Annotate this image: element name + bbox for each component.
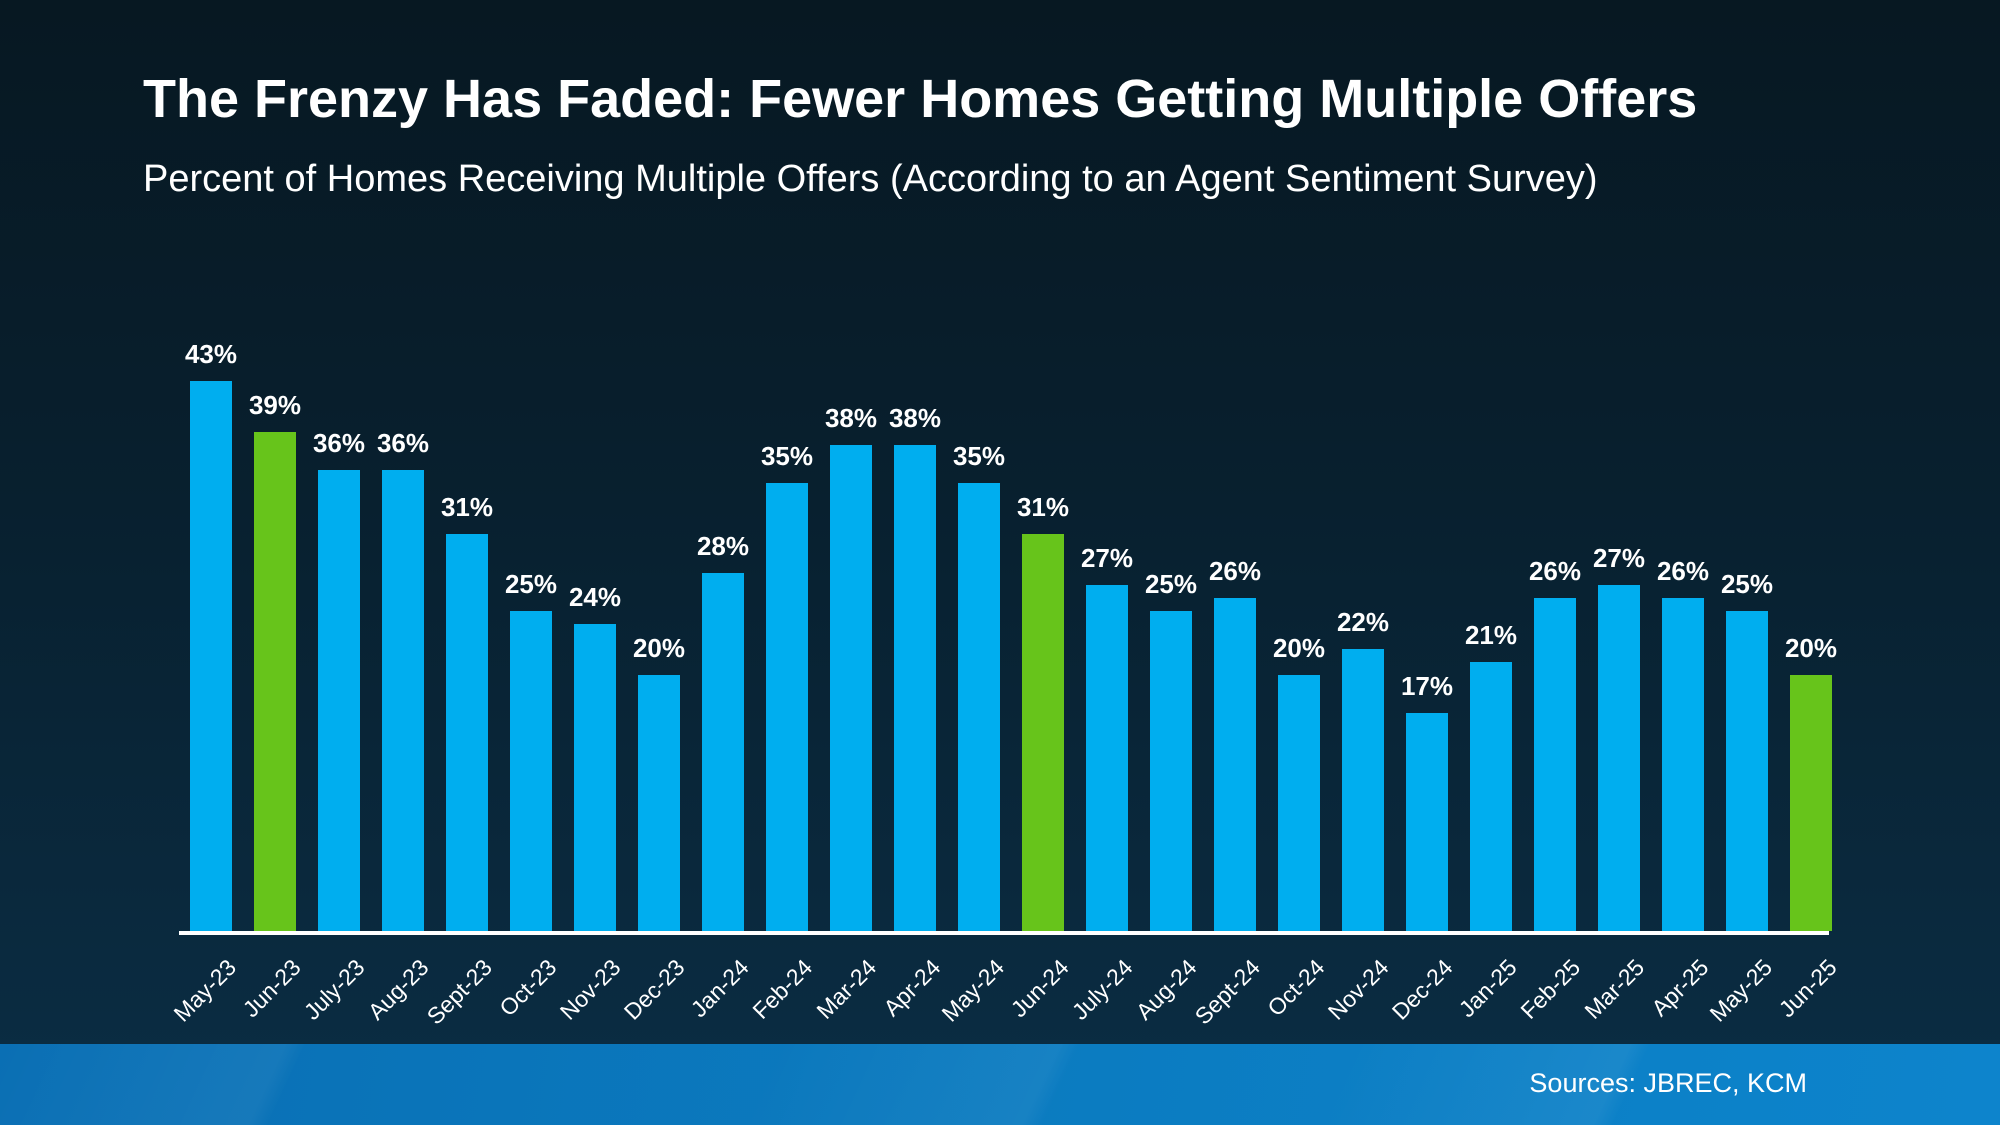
bar-value-label-Apr-25: 26% <box>1656 556 1710 586</box>
bar-value-label-Feb-25: 26% <box>1528 556 1582 586</box>
bar-Nov-23 <box>574 624 616 931</box>
sources-label: Sources: JBREC, KCM <box>1529 1068 1807 1098</box>
bar-July-23 <box>318 470 360 931</box>
bar-May-24 <box>958 483 1000 931</box>
x-axis-label-Jun-24: Jun-24 <box>1005 954 1074 1023</box>
bar-Mar-25 <box>1598 585 1640 931</box>
bar-Jun-24 <box>1022 534 1064 931</box>
bar-value-label-Aug-23: 36% <box>376 428 430 458</box>
x-axis-label-July-24: July-24 <box>1066 954 1138 1025</box>
x-axis-label-Sept-23: Sept-23 <box>422 954 498 1030</box>
bar-Feb-24 <box>766 483 808 931</box>
bar-Aug-24 <box>1150 611 1192 931</box>
x-axis-label-Oct-24: Oct-24 <box>1262 954 1330 1022</box>
x-axis-label-May-25: May-25 <box>1704 954 1778 1027</box>
bar-value-label-Mar-24: 38% <box>824 403 878 433</box>
bar-value-label-May-23: 43% <box>184 339 238 369</box>
bar-value-label-Jun-24: 31% <box>1016 492 1070 522</box>
x-axis-label-Nov-24: Nov-24 <box>1322 954 1394 1025</box>
bar-value-label-Sept-24: 26% <box>1208 556 1262 586</box>
x-axis-label-Jun-25: Jun-25 <box>1773 954 1842 1023</box>
chart-title: The Frenzy Has Faded: Fewer Homes Gettin… <box>143 69 1698 129</box>
bar-value-label-May-24: 35% <box>952 441 1006 471</box>
bar-value-label-Apr-24: 38% <box>888 403 942 433</box>
x-axis-label-Jun-23: Jun-23 <box>237 954 306 1023</box>
bar-Apr-24 <box>894 445 936 931</box>
bar-value-label-Dec-23: 20% <box>632 633 686 663</box>
bar-value-label-Aug-24: 25% <box>1144 569 1198 599</box>
bar-value-label-July-23: 36% <box>312 428 366 458</box>
bar-value-label-Nov-23: 24% <box>568 582 622 612</box>
bar-value-label-Mar-25: 27% <box>1592 543 1646 573</box>
bar-value-label-Oct-23: 25% <box>504 569 558 599</box>
bar-Apr-25 <box>1662 598 1704 931</box>
bar-Jan-24 <box>702 573 744 931</box>
bar-May-23 <box>190 381 232 931</box>
bar-Dec-24 <box>1406 713 1448 931</box>
x-axis-label-Oct-23: Oct-23 <box>494 954 562 1022</box>
bar-Oct-23 <box>510 611 552 931</box>
x-axis-label-Feb-24: Feb-24 <box>747 954 818 1024</box>
bar-July-24 <box>1086 585 1128 931</box>
footer-strip: Sources: JBREC, KCM <box>0 1044 2000 1125</box>
x-axis-label-May-23: May-23 <box>168 954 242 1027</box>
bar-Feb-25 <box>1534 598 1576 931</box>
chart-subtitle: Percent of Homes Receiving Multiple Offe… <box>143 158 1598 200</box>
bar-value-label-July-24: 27% <box>1080 543 1134 573</box>
x-axis-label-May-24: May-24 <box>936 954 1010 1027</box>
bar-Sept-24 <box>1214 598 1256 931</box>
bar-Nov-24 <box>1342 649 1384 931</box>
x-axis-label-Mar-25: Mar-25 <box>1579 954 1650 1024</box>
bar-value-label-Oct-24: 20% <box>1272 633 1326 663</box>
bar-Mar-24 <box>830 445 872 931</box>
x-axis-label-Aug-23: Aug-23 <box>362 954 434 1025</box>
x-axis-label-Apr-24: Apr-24 <box>878 954 946 1022</box>
x-axis-label-Dec-23: Dec-23 <box>618 954 690 1025</box>
bar-Jun-23 <box>254 432 296 931</box>
bar-Oct-24 <box>1278 675 1320 931</box>
x-axis-label-Dec-24: Dec-24 <box>1386 954 1458 1025</box>
bar-value-label-Sept-23: 31% <box>440 492 494 522</box>
bar-value-label-Jan-25: 21% <box>1464 620 1518 650</box>
bar-value-label-Jun-25: 20% <box>1784 633 1838 663</box>
bar-Jun-25 <box>1790 675 1832 931</box>
x-axis-label-Feb-25: Feb-25 <box>1515 954 1586 1024</box>
bar-Jan-25 <box>1470 662 1512 931</box>
bar-value-label-Jan-24: 28% <box>696 531 750 561</box>
x-axis-label-Mar-24: Mar-24 <box>811 954 882 1024</box>
x-axis-label-Sept-24: Sept-24 <box>1190 954 1266 1030</box>
bar-value-label-Feb-24: 35% <box>760 441 814 471</box>
x-axis-label-July-23: July-23 <box>298 954 370 1025</box>
bar-May-25 <box>1726 611 1768 931</box>
x-axis-line <box>179 931 1829 935</box>
x-axis-label-Apr-25: Apr-25 <box>1646 954 1714 1022</box>
bar-Dec-23 <box>638 675 680 931</box>
x-axis-label-Nov-23: Nov-23 <box>554 954 626 1025</box>
bar-value-label-Nov-24: 22% <box>1336 607 1390 637</box>
x-axis-label-Jan-25: Jan-25 <box>1453 954 1522 1023</box>
bar-value-label-May-25: 25% <box>1720 569 1774 599</box>
bar-value-label-Jun-23: 39% <box>248 390 302 420</box>
x-axis-label-Jan-24: Jan-24 <box>685 954 754 1023</box>
bar-Sept-23 <box>446 534 488 931</box>
bar-Aug-23 <box>382 470 424 931</box>
bar-value-label-Dec-24: 17% <box>1400 671 1454 701</box>
x-axis-label-Aug-24: Aug-24 <box>1130 954 1202 1025</box>
